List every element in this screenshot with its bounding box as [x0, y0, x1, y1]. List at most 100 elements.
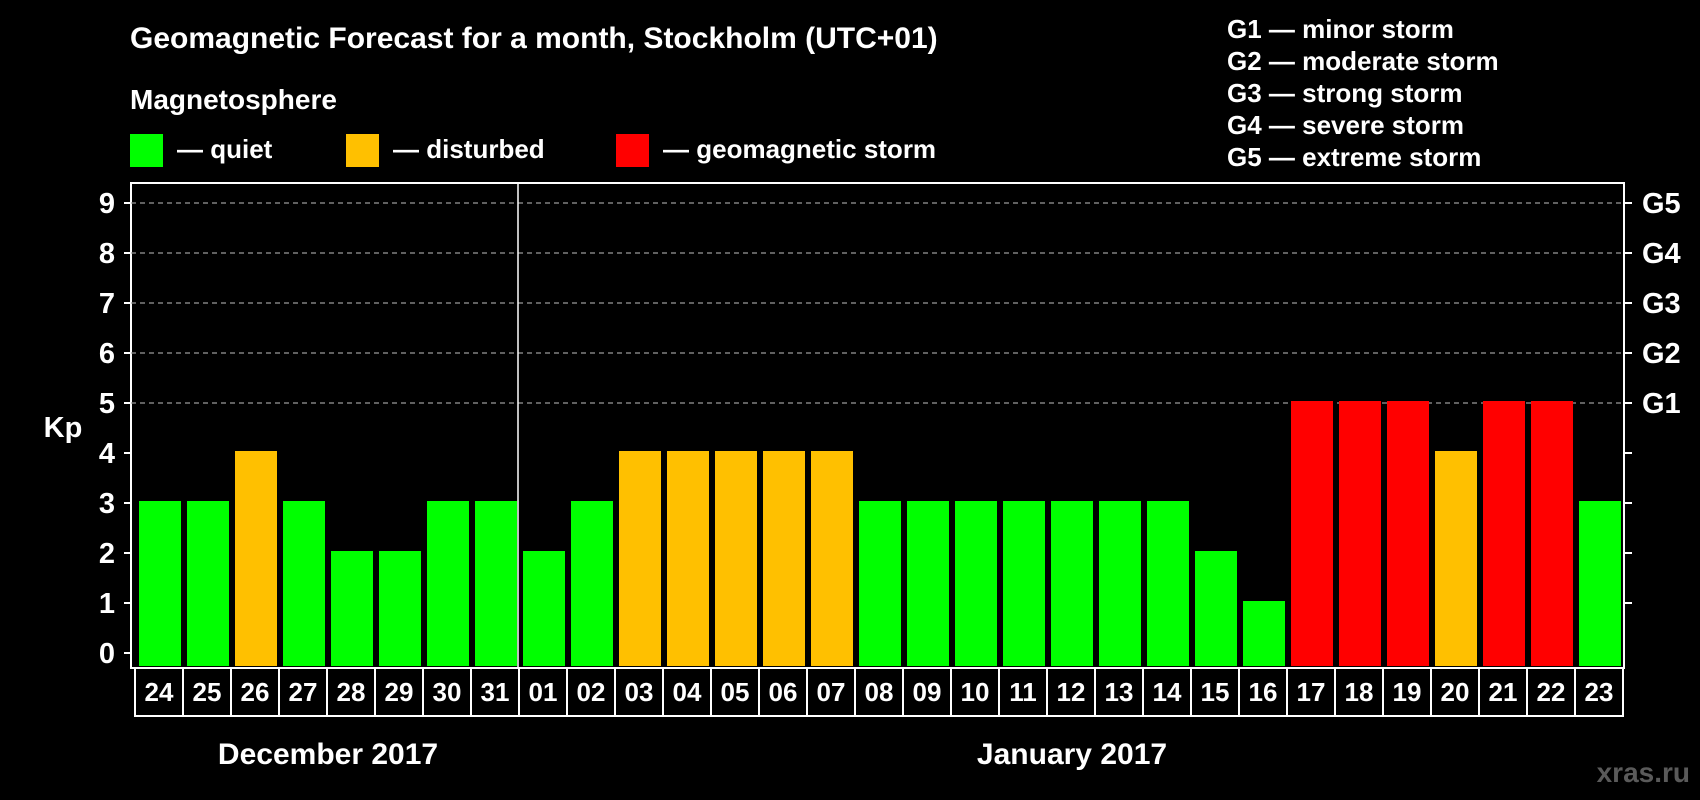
y-tick-label: 7: [99, 288, 115, 320]
legend-swatch-storm: [616, 134, 649, 167]
bar: [955, 501, 997, 666]
legend-swatch-quiet: [130, 134, 163, 167]
day-label: 08: [865, 677, 894, 707]
day-label: 29: [385, 677, 414, 707]
legend-label-quiet: — quiet: [177, 134, 273, 164]
y-axis-right: G1 G2 G3 G4 G5: [1624, 188, 1681, 604]
day-label: 20: [1441, 677, 1470, 707]
bar: [1243, 601, 1285, 666]
bar: [571, 501, 613, 666]
day-label: 16: [1249, 677, 1278, 707]
bar: [331, 551, 373, 666]
day-label: 03: [625, 677, 654, 707]
watermark: xras.ru: [1597, 757, 1690, 788]
bar: [1003, 501, 1045, 666]
storm-scale-g5: G5 — extreme storm: [1227, 142, 1481, 172]
y-tick-label: 0: [99, 638, 115, 670]
bar: [763, 451, 805, 666]
bar: [1291, 401, 1333, 666]
bar: [1387, 401, 1429, 666]
bar: [1099, 501, 1141, 666]
bars: [139, 183, 1621, 668]
day-label: 22: [1537, 677, 1566, 707]
day-label: 25: [193, 677, 222, 707]
day-label: 01: [529, 677, 558, 707]
bar: [667, 451, 709, 666]
grid-lines: [131, 202, 1624, 404]
bar: [523, 551, 565, 666]
day-label: 15: [1201, 677, 1230, 707]
bar: [619, 451, 661, 666]
y-tick-label: 2: [99, 538, 115, 570]
bar: [1339, 401, 1381, 666]
bar: [427, 501, 469, 666]
day-label: 17: [1297, 677, 1326, 707]
bar: [859, 501, 901, 666]
day-labels: 24 25 26 27 28 29 30 31 01 02 03 04 05 06 07 08 09 10 11 12…: [134, 667, 1624, 717]
bar: [235, 451, 277, 666]
bar: [1579, 501, 1621, 666]
day-label: 28: [337, 677, 366, 707]
storm-level-label: G1: [1642, 388, 1681, 420]
bar: [1531, 401, 1573, 666]
day-label: 09: [913, 677, 942, 707]
day-label: 02: [577, 677, 606, 707]
bar: [715, 451, 757, 666]
storm-scale-legend: G1 — minor storm G2 — moderate storm G3 …: [1227, 14, 1499, 172]
month-label: December 2017: [218, 738, 438, 771]
legend-heading: Magnetosphere: [130, 84, 337, 115]
storm-scale-g2: G2 — moderate storm: [1227, 46, 1499, 76]
y-axis-label: Kp: [44, 412, 83, 444]
y-tick-label: 3: [99, 488, 115, 520]
storm-scale-g3: G3 — strong storm: [1227, 78, 1462, 108]
y-axis-left: 0 1 2 3 4 5 6 7 8 9: [99, 188, 131, 670]
day-label: 13: [1105, 677, 1134, 707]
storm-scale-g4: G4 — severe storm: [1227, 110, 1464, 140]
bar: [811, 451, 853, 666]
day-label: 26: [241, 677, 270, 707]
day-label: 10: [961, 677, 990, 707]
legend-swatch-disturbed: [346, 134, 379, 167]
storm-scale-g1: G1 — minor storm: [1227, 14, 1454, 44]
y-tick-label: 1: [99, 588, 115, 620]
storm-level-label: G4: [1642, 238, 1681, 270]
bar: [1195, 551, 1237, 666]
bar: [475, 501, 517, 666]
bar: [187, 501, 229, 666]
day-label: 05: [721, 677, 750, 707]
bar: [1051, 501, 1093, 666]
y-tick-label: 6: [99, 338, 115, 370]
bar: [139, 501, 181, 666]
day-label: 12: [1057, 677, 1086, 707]
y-tick-label: 4: [99, 438, 115, 470]
day-label: 18: [1345, 677, 1374, 707]
day-label: 30: [433, 677, 462, 707]
legend: — quiet — disturbed — geomagnetic storm: [130, 134, 936, 167]
day-label: 23: [1585, 677, 1614, 707]
day-label: 06: [769, 677, 798, 707]
day-label: 11: [1009, 677, 1037, 707]
day-label-frame: [134, 667, 1624, 717]
day-label: 21: [1489, 677, 1518, 707]
day-label: 27: [289, 677, 318, 707]
bar: [283, 501, 325, 666]
y-tick-label: 5: [99, 388, 115, 420]
day-label: 31: [481, 677, 510, 707]
day-label: 04: [673, 677, 702, 707]
month-labels: December 2017 January 2017: [218, 738, 1167, 771]
day-label: 24: [145, 677, 174, 707]
month-label: January 2017: [977, 738, 1167, 771]
storm-level-label: G2: [1642, 338, 1681, 370]
storm-level-label: G5: [1642, 188, 1681, 220]
y-tick-label: 9: [99, 188, 115, 220]
bar: [379, 551, 421, 666]
day-label: 14: [1153, 677, 1182, 707]
legend-label-disturbed: — disturbed: [393, 134, 545, 164]
chart-title: Geomagnetic Forecast for a month, Stockh…: [130, 22, 938, 55]
day-label: 07: [817, 677, 846, 707]
y-tick-label: 8: [99, 238, 115, 270]
day-label: 19: [1393, 677, 1422, 707]
storm-level-label: G3: [1642, 288, 1681, 320]
bar: [1483, 401, 1525, 666]
